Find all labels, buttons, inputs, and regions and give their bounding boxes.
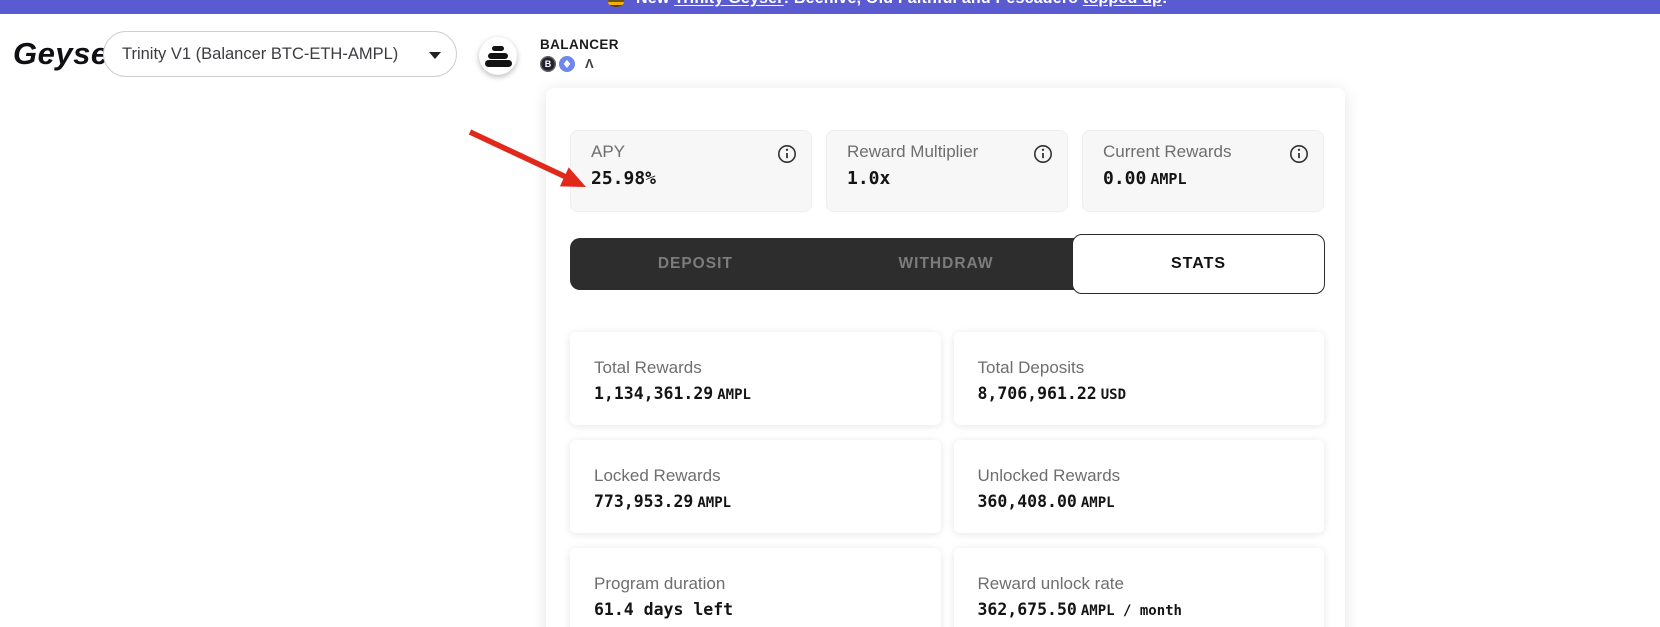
summary-label: APY — [591, 142, 626, 161]
bitcoin-icon: B — [540, 55, 556, 72]
balancer-logo-icon — [479, 37, 517, 75]
summary-card-apy: APY 25.98% — [570, 130, 812, 212]
summary-value: 0.00 AMPL — [1103, 168, 1187, 189]
pool-selector-dropdown[interactable]: Trinity V1 (Balancer BTC-ETH-AMPL) — [103, 31, 457, 77]
stat-label: Program duration — [594, 574, 726, 593]
ethereum-icon: ◆ — [559, 55, 575, 72]
stat-label: Unlocked Rewards — [977, 466, 1121, 485]
summary-row: APY 25.98% Reward Multiplier 1.0x Curr — [570, 130, 1324, 212]
platform-name: BALANCER — [540, 37, 619, 52]
announcement-prefix: New — [636, 0, 674, 7]
bee-emoji-icon — [608, 0, 624, 7]
summary-value: 25.98% — [591, 168, 657, 189]
summary-label: Reward Multiplier — [847, 142, 979, 161]
stat-card-unlocked-rewards: Unlocked Rewards 360,408.00 AMPL — [953, 440, 1324, 533]
tab-bar: DEPOSIT WITHDRAW STATS — [570, 234, 1325, 294]
stats-grid: Total Rewards 1,134,361.29 AMPL Total Dep… — [570, 332, 1324, 627]
summary-card-reward-multiplier: Reward Multiplier 1.0x — [826, 130, 1068, 212]
announcement-suffix: ! — [1162, 0, 1168, 7]
info-icon[interactable] — [777, 144, 797, 164]
summary-label: Current Rewards — [1103, 142, 1232, 161]
announcement-middle: ! Beehive, Old Faithful and Pescadero — [784, 0, 1083, 7]
tab-withdraw[interactable]: WITHDRAW — [821, 238, 1072, 290]
info-icon[interactable] — [1289, 144, 1309, 164]
stat-label: Total Deposits — [977, 358, 1085, 377]
stat-card-locked-rewards: Locked Rewards 773,953.29 AMPL — [570, 440, 941, 533]
pool-token-icons: B ◆ Λ — [540, 55, 594, 72]
stat-value: 360,408.00 AMPL — [977, 492, 1115, 511]
announcement-text: New Trinity Geyser! Beehive, Old Faithfu… — [636, 0, 1168, 8]
stat-card-total-deposits: Total Deposits 8,706,961.22 USD — [953, 332, 1324, 425]
announcement-banner: New Trinity Geyser! Beehive, Old Faithfu… — [0, 0, 1660, 14]
banner-link-trinity-geyser[interactable]: Trinity Geyser — [674, 0, 784, 7]
stat-value: 8,706,961.22 USD — [977, 384, 1127, 403]
info-icon[interactable] — [1033, 144, 1053, 164]
banner-link-topped-up[interactable]: topped up — [1083, 0, 1162, 7]
chevron-down-icon — [429, 52, 441, 59]
tab-deposit[interactable]: DEPOSIT — [570, 238, 821, 290]
tab-stats[interactable]: STATS — [1072, 234, 1325, 294]
stat-label: Locked Rewards — [594, 466, 721, 485]
ampl-lambda-icon: Λ — [585, 56, 594, 71]
stat-value: 773,953.29 AMPL — [594, 492, 732, 511]
pool-selector-value: Trinity V1 (Balancer BTC-ETH-AMPL) — [122, 44, 399, 63]
stat-card-total-rewards: Total Rewards 1,134,361.29 AMPL — [570, 332, 941, 425]
summary-card-current-rewards: Current Rewards 0.00 AMPL — [1082, 130, 1324, 212]
stat-value: 362,675.50 AMPL / month — [977, 600, 1183, 619]
geyser-logo: Geyser — [13, 36, 122, 71]
stat-card-program-duration: Program duration 61.4 days left — [570, 548, 941, 627]
stat-card-reward-unlock-rate: Reward unlock rate 362,675.50 AMPL / mont… — [953, 548, 1324, 627]
stat-value: 61.4 days left — [594, 600, 734, 619]
geyser-stats-card: APY 25.98% Reward Multiplier 1.0x Curr — [546, 88, 1345, 627]
stat-value: 1,134,361.29 AMPL — [594, 384, 751, 403]
stat-label: Reward unlock rate — [977, 574, 1124, 593]
summary-value: 1.0x — [847, 168, 891, 189]
stat-label: Total Rewards — [594, 358, 702, 377]
